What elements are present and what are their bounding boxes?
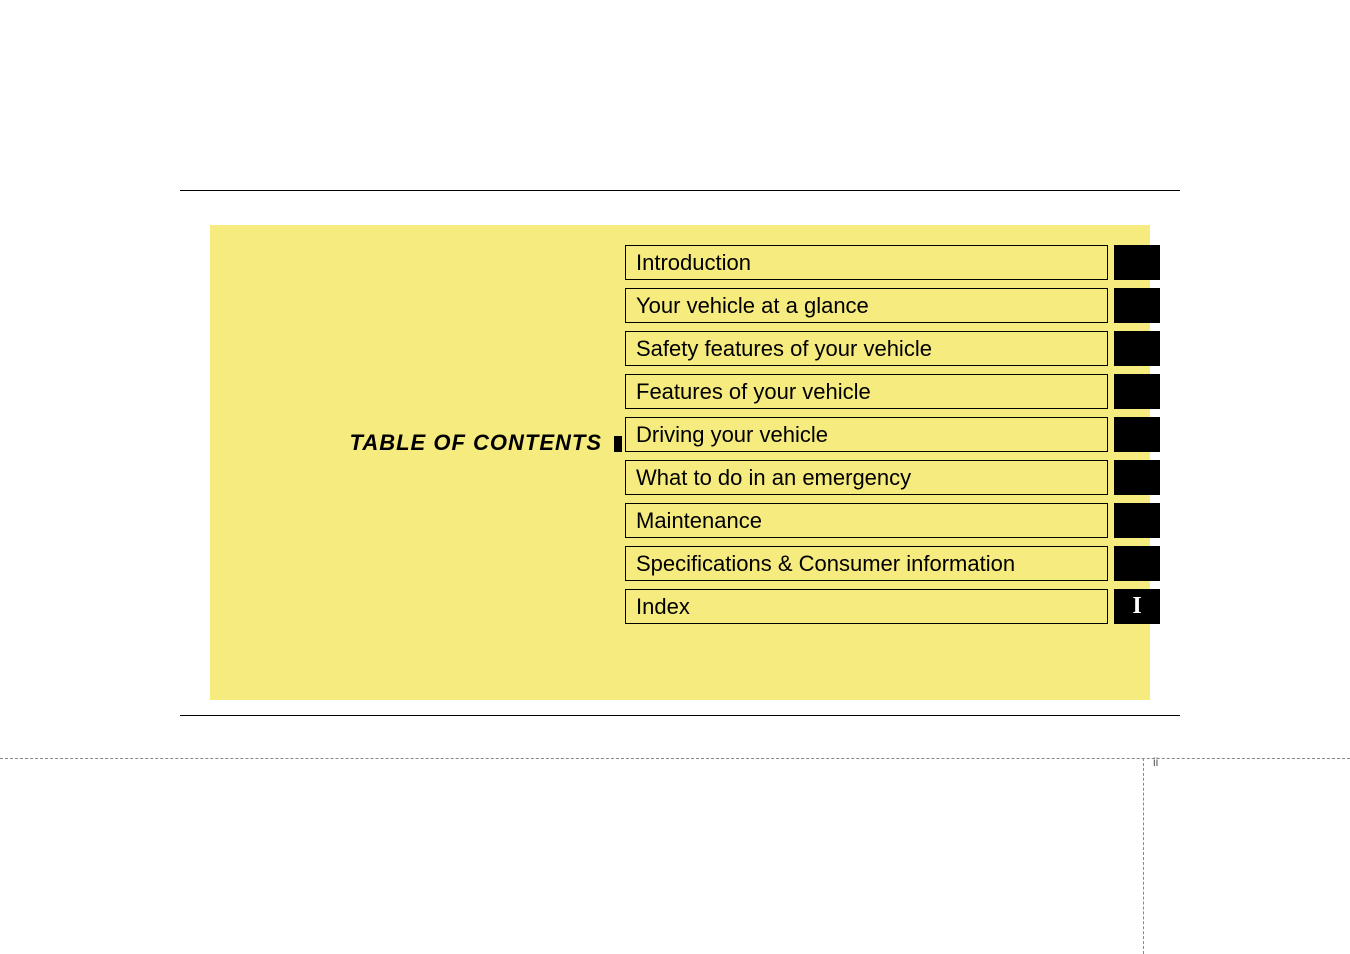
- toc-entry-label: Index: [625, 589, 1108, 624]
- toc-entry-label: Specifications & Consumer information: [625, 546, 1108, 581]
- toc-row[interactable]: Driving your vehicle: [625, 417, 1160, 452]
- toc-row[interactable]: Specifications & Consumer information: [625, 546, 1160, 581]
- toc-heading-wrap: TABLE OF CONTENTS: [265, 430, 620, 456]
- toc-row[interactable]: Your vehicle at a glance: [625, 288, 1160, 323]
- toc-entry-tab: [1114, 503, 1160, 538]
- toc-row[interactable]: What to do in an emergency: [625, 460, 1160, 495]
- bottom-horizontal-rule: [180, 715, 1180, 716]
- toc-entry-tab: [1114, 546, 1160, 581]
- toc-entry-tab: [1114, 245, 1160, 280]
- toc-entry-label: Introduction: [625, 245, 1108, 280]
- toc-entry-tab: [1114, 374, 1160, 409]
- toc-entry-label: What to do in an emergency: [625, 460, 1108, 495]
- toc-row[interactable]: Introduction: [625, 245, 1160, 280]
- toc-row[interactable]: Index I: [625, 589, 1160, 624]
- toc-entry-label: Maintenance: [625, 503, 1108, 538]
- toc-heading: TABLE OF CONTENTS: [350, 430, 620, 456]
- toc-entry-tab: [1114, 460, 1160, 495]
- trim-mark-vertical: [1143, 758, 1144, 954]
- toc-entry-label: Your vehicle at a glance: [625, 288, 1108, 323]
- toc-entry-tab: I: [1114, 589, 1160, 624]
- toc-entry-label: Driving your vehicle: [625, 417, 1108, 452]
- content-area: [180, 190, 1180, 191]
- top-horizontal-rule: [180, 190, 1180, 191]
- toc-entry-tab: [1114, 417, 1160, 452]
- toc-entry-tab: [1114, 331, 1160, 366]
- toc-list: Introduction Your vehicle at a glance Sa…: [625, 245, 1160, 632]
- trim-mark-horizontal: [0, 758, 1350, 759]
- toc-row[interactable]: Features of your vehicle: [625, 374, 1160, 409]
- toc-row[interactable]: Safety features of your vehicle: [625, 331, 1160, 366]
- toc-entry-tab: [1114, 288, 1160, 323]
- toc-entry-label: Safety features of your vehicle: [625, 331, 1108, 366]
- toc-entry-label: Features of your vehicle: [625, 374, 1108, 409]
- folio-page-number: ii: [1153, 755, 1158, 769]
- toc-row[interactable]: Maintenance: [625, 503, 1160, 538]
